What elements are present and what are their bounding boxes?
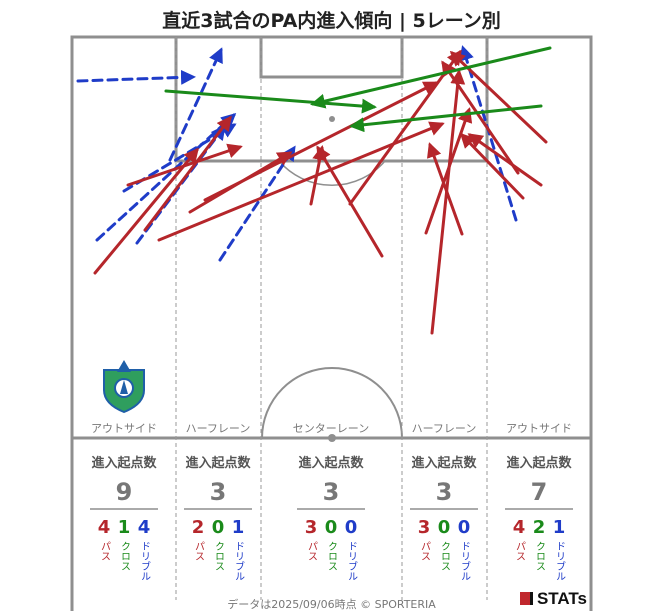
lane-name-3: ハーフレーン	[412, 422, 477, 435]
lane-pass-label-4: パス	[514, 541, 526, 561]
lane-dribble-label-1: ドリブル	[233, 541, 245, 581]
dribble-arrow-6	[459, 45, 518, 222]
brand-text: STATs	[536, 589, 587, 608]
lane-pass-count-2: 3	[305, 517, 318, 538]
lane-pass-count-1: 2	[192, 517, 205, 538]
lane-total-2: 3	[323, 478, 340, 506]
lane-stats: 進入起点数 9 4 1 4 パス クロス ドリブル 進入起点数 3 2 0 1 …	[90, 455, 573, 581]
lane-stat-title-0: 進入起点数	[91, 455, 157, 471]
center-circle	[261, 367, 403, 439]
lane-cross-count-4: 2	[533, 517, 546, 538]
lane-cross-count-0: 1	[118, 517, 131, 538]
lane-dribble-count-2: 0	[345, 517, 358, 538]
lane-stat-title-2: 進入起点数	[298, 455, 364, 471]
lane-dribble-label-0: ドリブル	[139, 541, 151, 581]
lane-pass-label-2: パス	[306, 541, 318, 561]
lane-dribble-label-3: ドリブル	[459, 541, 471, 581]
pass-arrow-10	[157, 121, 445, 242]
lane-name-2: センターレーン	[293, 422, 369, 435]
lane-stat-title-3: 進入起点数	[411, 455, 477, 471]
pass-arrow-8	[126, 143, 243, 187]
lane-total-0: 9	[116, 478, 133, 506]
cross-arrow-23	[164, 89, 377, 114]
brand-logo: STATs	[519, 589, 587, 609]
lane-cross-count-1: 0	[212, 517, 225, 538]
pass-arrow-22	[441, 60, 520, 175]
pass-arrow-20	[467, 133, 543, 187]
lane-name-4: アウトサイド	[506, 422, 572, 435]
lane-cross-label-2: クロス	[326, 541, 337, 571]
pass-arrow-21	[459, 132, 525, 200]
lane-total-1: 3	[210, 478, 227, 506]
lane-pass-count-4: 4	[513, 517, 526, 538]
pass-arrow-17	[424, 107, 473, 235]
lane-dribble-label-2: ドリブル	[346, 541, 358, 581]
lane-pass-label-1: パス	[193, 541, 205, 561]
lane-dribble-label-4: ドリブル	[554, 541, 566, 581]
lane-labels: アウトサイド ハーフレーン センターレーン ハーフレーン アウトサイド	[91, 422, 572, 435]
lane-dribble-count-1: 1	[232, 517, 245, 538]
lane-dribble-count-4: 1	[553, 517, 566, 538]
lane-pass-count-0: 4	[98, 517, 111, 538]
pass-arrow-18	[427, 142, 464, 236]
lane-pass-label-0: パス	[99, 541, 111, 561]
lane-stat-title-1: 進入起点数	[185, 455, 251, 471]
pass-arrow-7	[93, 147, 199, 275]
pass-arrow-9	[143, 115, 232, 232]
dribble-arrow-5	[218, 145, 296, 262]
lane-name-1: ハーフレーン	[186, 422, 251, 435]
center-spot	[328, 434, 336, 442]
cross-arrow-25	[349, 104, 543, 133]
dribble-arrow-0	[76, 69, 196, 85]
lane-pass-label-3: パス	[419, 541, 431, 561]
cross-arrow-24	[310, 46, 552, 109]
lane-total-3: 3	[436, 478, 453, 506]
lane-name-0: アウトサイド	[91, 422, 157, 435]
lane-cross-count-3: 0	[438, 517, 451, 538]
lane-cross-label-1: クロス	[213, 541, 224, 571]
penalty-spot	[329, 116, 335, 122]
lane-pass-count-3: 3	[418, 517, 431, 538]
pass-arrow-12	[203, 81, 439, 202]
lane-cross-label-0: クロス	[119, 541, 130, 571]
lane-stat-title-4: 進入起点数	[506, 455, 572, 471]
brand-mark-icon	[519, 592, 533, 605]
goal-area	[259, 35, 404, 79]
dribble-arrow-1	[168, 47, 223, 162]
pass-arrow-15	[348, 49, 462, 206]
lane-cross-count-2: 0	[325, 517, 338, 538]
lane-cross-label-4: クロス	[534, 541, 545, 571]
lane-dribble-count-3: 0	[458, 517, 471, 538]
lane-cross-label-3: クロス	[439, 541, 450, 571]
club-crest-icon	[103, 360, 145, 414]
dribble-arrow-2	[95, 112, 237, 242]
chart-title: 直近3試合のPA内進入傾向 | 5レーン別	[162, 10, 501, 32]
footer-credit: データは2025/09/06時点 © SPORTERIA	[227, 598, 436, 611]
lane-total-4: 7	[531, 478, 548, 506]
lane-dribble-count-0: 4	[138, 517, 151, 538]
arrows-layer	[76, 45, 552, 335]
